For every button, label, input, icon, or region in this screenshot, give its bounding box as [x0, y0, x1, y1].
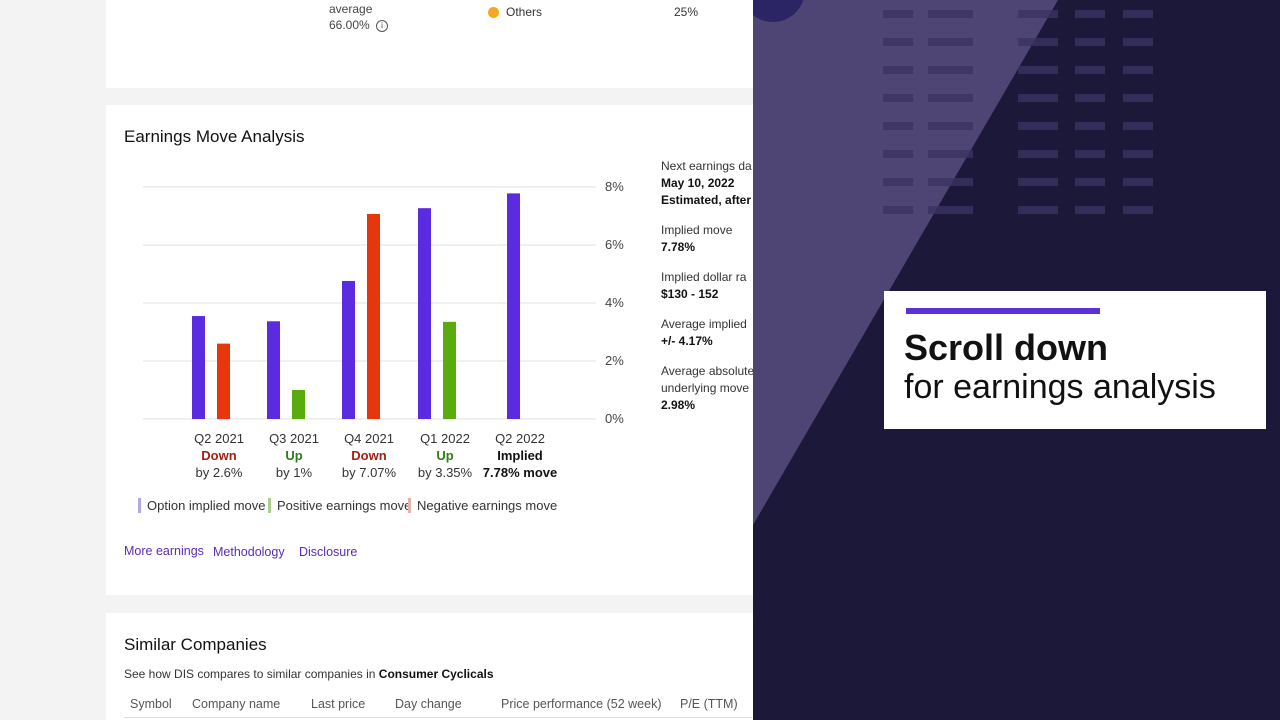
- quarter-status: Up: [285, 448, 303, 463]
- quarter-status: Down: [201, 448, 237, 463]
- next-earnings-date: May 10, 2022: [661, 176, 735, 190]
- average-absolute-label: Average absolute: [661, 364, 755, 378]
- others-percent: 25%: [674, 5, 699, 19]
- quarter-summary: Q3 2021 Up by 1%: [249, 430, 339, 481]
- next-earnings-label: Next earnings da: [661, 159, 752, 173]
- similar-description: See how DIS compares to similar companie…: [124, 667, 494, 681]
- others-label: Others: [506, 5, 543, 19]
- allocation-card: [106, 0, 766, 88]
- sector-name: Consumer Cyclicals: [378, 667, 494, 681]
- column-header-symbol[interactable]: Symbol: [130, 697, 172, 711]
- y-tick-label: 2%: [605, 353, 624, 368]
- overlay-decorative-circle: [753, 0, 804, 22]
- column-header-pe-ttm[interactable]: P/E (TTM): [680, 697, 738, 711]
- earnings-chart: [143, 186, 596, 420]
- implied-move-label: Implied move: [661, 223, 733, 237]
- quarter-label: Q2 2022: [495, 431, 545, 446]
- table-header-divider: [124, 717, 752, 718]
- implied-dollar-range-label: Implied dollar ra: [661, 270, 747, 284]
- earnings-move-bar[interactable]: [217, 343, 230, 419]
- column-header-price-performance[interactable]: Price performance (52 week): [501, 697, 662, 711]
- column-header-day-change[interactable]: Day change: [395, 697, 462, 711]
- implied-move-bar[interactable]: [342, 280, 355, 419]
- others-dot-icon: [488, 7, 499, 18]
- implied-move-bar[interactable]: [267, 321, 280, 419]
- implied-move-bar[interactable]: [418, 208, 431, 419]
- quarter-summary: Q4 2021 Down by 7.07%: [324, 430, 414, 481]
- quarter-status: Implied: [497, 448, 543, 463]
- quarter-summary: Q1 2022 Up by 3.35%: [400, 430, 490, 481]
- y-tick-label: 6%: [605, 237, 624, 252]
- quarter-summary: Q2 2022 Implied 7.78% move: [475, 430, 565, 481]
- legend-item: Positive earnings move: [268, 498, 411, 513]
- callout-accent-bar: [906, 308, 1100, 314]
- average-implied-label: Average implied: [661, 317, 747, 331]
- similar-description-text: See how DIS compares to similar companie…: [124, 667, 379, 681]
- quarter-label: Q4 2021: [344, 431, 394, 446]
- column-header-last-price[interactable]: Last price: [311, 697, 366, 711]
- average-implied-value: +/- 4.17%: [661, 334, 713, 348]
- average-value: 66.00% i: [329, 18, 389, 32]
- column-header-company-name[interactable]: Company name: [192, 697, 281, 711]
- quarter-label: Q1 2022: [420, 431, 470, 446]
- overlay-wedge-shape: [753, 0, 1058, 525]
- average-value-text: 66.00%: [329, 18, 370, 32]
- callout-subtitle: for earnings analysis: [904, 368, 1216, 406]
- quarter-summary: Q2 2021 Down by 2.6%: [174, 430, 264, 481]
- info-icon[interactable]: i: [376, 20, 389, 32]
- y-tick-label: 0%: [605, 411, 624, 426]
- legend-item: Option implied move: [138, 498, 266, 513]
- y-tick-label: 8%: [605, 179, 624, 194]
- quarter-status: Down: [351, 448, 387, 463]
- scroll-down-callout: Scroll down for earnings analysis: [884, 291, 1266, 429]
- average-absolute-value: 2.98%: [661, 398, 696, 412]
- y-tick-label: 4%: [605, 295, 624, 310]
- implied-move-bar[interactable]: [507, 193, 520, 419]
- underlying-move-label: underlying move: [661, 381, 750, 395]
- quarter-move: 7.78% move: [482, 465, 558, 480]
- more-earnings-link[interactable]: More earnings: [124, 544, 204, 558]
- section-title-earnings: Earnings Move Analysis: [124, 127, 305, 146]
- quarter-move: by 3.35%: [417, 465, 473, 480]
- quarter-move: by 1%: [275, 465, 313, 480]
- overlay-faded-table: [753, 0, 1153, 214]
- section-title-similar: Similar Companies: [124, 635, 267, 654]
- callout-title: Scroll down: [904, 327, 1109, 368]
- earnings-move-bar[interactable]: [367, 213, 380, 419]
- similar-companies-card: [106, 613, 766, 720]
- quarter-status: Up: [436, 448, 454, 463]
- methodology-link[interactable]: Methodology: [213, 545, 285, 559]
- quarter-move: by 7.07%: [341, 465, 397, 480]
- quarter-move: by 2.6%: [195, 465, 243, 480]
- implied-move-value: 7.78%: [661, 240, 696, 254]
- next-earnings-time: Estimated, after: [661, 193, 752, 207]
- quarter-label: Q3 2021: [269, 431, 319, 446]
- average-label: average: [329, 2, 373, 16]
- legend-item: Negative earnings move: [408, 498, 557, 513]
- implied-dollar-range-value: $130 - 152: [661, 287, 719, 301]
- implied-move-bar[interactable]: [192, 316, 205, 419]
- earnings-move-bar[interactable]: [292, 390, 305, 419]
- disclosure-link[interactable]: Disclosure: [299, 545, 358, 559]
- quarter-label: Q2 2021: [194, 431, 244, 446]
- earnings-move-bar[interactable]: [443, 321, 456, 419]
